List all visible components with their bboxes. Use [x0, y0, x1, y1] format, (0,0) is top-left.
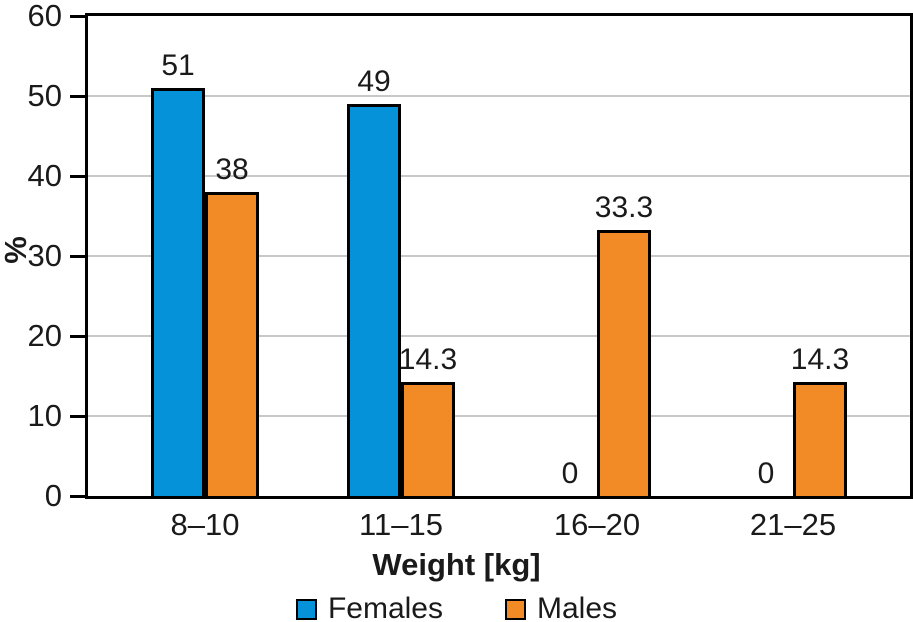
y-tick-label: 40 — [27, 158, 62, 193]
grid-line — [88, 255, 910, 257]
bar-value-label: 14.3 — [398, 342, 458, 376]
bar-males — [597, 229, 651, 496]
x-axis-title: Weight [kg] — [372, 547, 541, 582]
x-tick-label: 21–25 — [749, 507, 837, 542]
y-tick-label: 20 — [27, 318, 62, 353]
legend: Females Males — [0, 592, 913, 622]
bar-value-label: 38 — [215, 153, 249, 186]
y-tick-label: 10 — [27, 398, 62, 433]
y-tick-mark — [70, 334, 85, 338]
bar-females — [347, 104, 401, 496]
bar-males — [205, 192, 259, 496]
y-tick-mark — [70, 174, 85, 178]
bar-females — [151, 88, 205, 496]
bar-value-label: 33.3 — [594, 190, 654, 224]
legend-label: Males — [537, 592, 618, 622]
bar-value-label: 0 — [561, 457, 579, 490]
bar-males — [401, 381, 455, 496]
plot-area: 51 49 0 0 38 14.3 33.3 14.3 — [85, 13, 913, 499]
x-tick-label: 8–10 — [170, 507, 240, 542]
bar-value-label: 51 — [161, 49, 195, 82]
legend-swatch-females — [295, 598, 317, 620]
grid-line — [88, 95, 910, 97]
x-tick-label: 11–15 — [359, 507, 443, 542]
y-tick-mark — [70, 254, 85, 258]
bar-value-label: 0 — [757, 457, 775, 490]
y-tick-mark — [70, 94, 85, 98]
grid-line — [88, 175, 910, 177]
legend-item-females: Females — [295, 592, 443, 622]
bar-value-label: 14.3 — [790, 342, 850, 376]
y-tick-label: 60 — [27, 0, 62, 33]
legend-item-males: Males — [505, 592, 617, 622]
y-tick-mark — [70, 494, 85, 498]
legend-label: Females — [327, 592, 443, 622]
legend-swatch-males — [505, 598, 526, 620]
grid-line — [88, 415, 910, 417]
bar-value-label: 49 — [357, 65, 391, 98]
y-tick-label: 30 — [27, 238, 62, 273]
y-tick-label: 50 — [27, 78, 62, 113]
grid-line — [88, 335, 910, 337]
y-tick-mark — [70, 14, 85, 18]
y-tick-label: 0 — [44, 478, 62, 513]
bar-males — [793, 381, 847, 496]
y-tick-mark — [70, 414, 85, 418]
x-tick-label: 16–20 — [553, 507, 641, 542]
